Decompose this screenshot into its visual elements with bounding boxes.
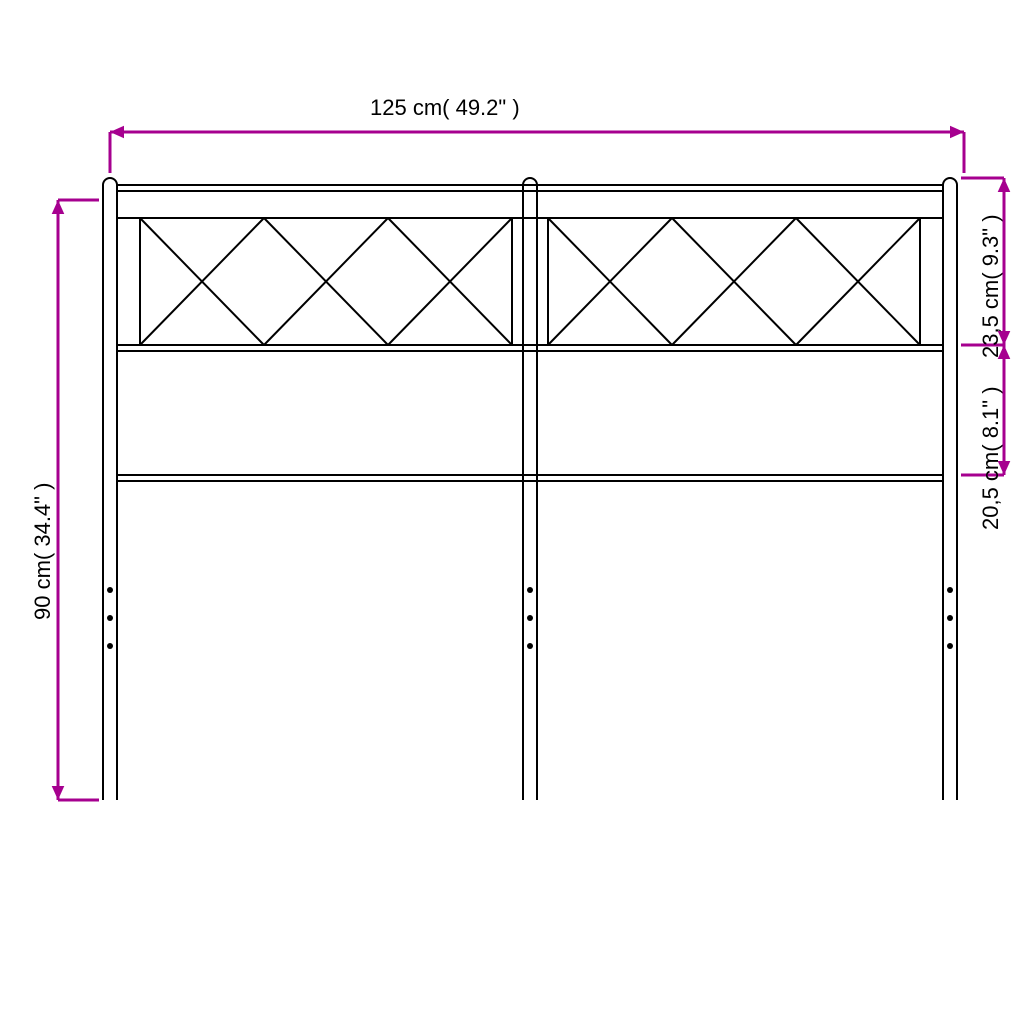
dim-label-width: 125 cm( 49.2" ): [370, 95, 520, 121]
diagram-svg: [0, 0, 1024, 1024]
dim-label-h1: 23,5 cm( 9.3" ): [978, 214, 1004, 358]
dim-label-height: 90 cm( 34.4" ): [30, 483, 56, 620]
dim-label-h2: 20,5 cm( 8.1" ): [978, 386, 1004, 530]
diagram-canvas: 125 cm( 49.2" ) 90 cm( 34.4" ) 23,5 cm( …: [0, 0, 1024, 1024]
